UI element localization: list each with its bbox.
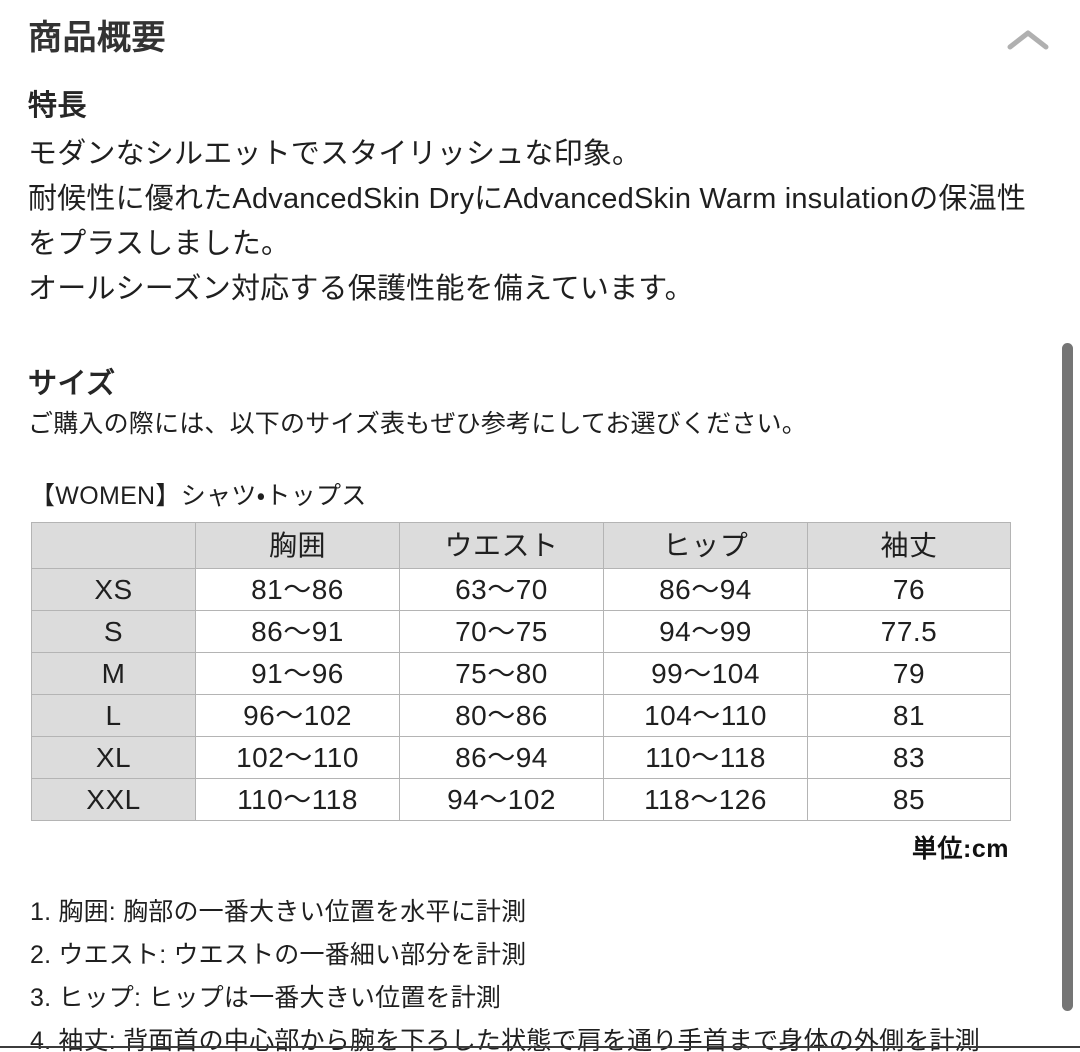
row-size-label: M — [31, 652, 196, 695]
size-table-wrapper: 胸囲 ウエスト ヒップ 袖丈 XS 81〜86 63〜70 86〜94 76 — [0, 512, 1080, 821]
vertical-scrollbar-track[interactable] — [1058, 333, 1076, 1023]
row-size-label: XL — [31, 736, 196, 779]
col-header-size — [31, 522, 196, 569]
cell-bust: 102〜110 — [195, 736, 400, 779]
bottom-divider — [0, 1046, 1080, 1048]
cell-hip: 99〜104 — [603, 652, 808, 695]
cell-waist: 75〜80 — [399, 652, 604, 695]
col-header-hip: ヒップ — [603, 522, 808, 569]
size-table-body: XS 81〜86 63〜70 86〜94 76 S 86〜91 70〜75 94… — [31, 568, 1011, 821]
table-row: XS 81〜86 63〜70 86〜94 76 — [31, 568, 1011, 611]
cell-bust: 86〜91 — [195, 610, 400, 653]
size-table-head: 胸囲 ウエスト ヒップ 袖丈 — [31, 522, 1011, 569]
panel-header: 商品概要 — [0, 0, 1080, 86]
cell-sleeve: 77.5 — [807, 610, 1011, 653]
cell-waist: 94〜102 — [399, 778, 604, 821]
cell-bust: 81〜86 — [195, 568, 400, 611]
col-header-sleeve: 袖丈 — [807, 522, 1011, 569]
list-item: 2. ウエスト: ウエストの一番細い部分を計測 — [30, 941, 527, 969]
cell-hip: 118〜126 — [603, 778, 808, 821]
cell-sleeve: 76 — [807, 568, 1011, 611]
size-table-caption: 【WOMEN】シャツ・トップス — [30, 482, 367, 510]
cell-hip: 110〜118 — [603, 736, 808, 779]
table-row: S 86〜91 70〜75 94〜99 77.5 — [31, 610, 1011, 653]
cell-bust: 91〜96 — [195, 652, 400, 695]
feature-line: モダンなシルエットでスタイリッシュな印象。 — [28, 138, 642, 170]
cell-bust: 110〜118 — [195, 778, 400, 821]
row-size-label: XXL — [31, 778, 196, 821]
size-heading: サイズ — [28, 368, 116, 400]
row-size-label: L — [31, 694, 196, 737]
row-size-label: S — [31, 610, 196, 653]
cell-waist: 63〜70 — [399, 568, 604, 611]
cell-sleeve: 79 — [807, 652, 1011, 695]
col-header-waist: ウエスト — [399, 522, 604, 569]
table-row: M 91〜96 75〜80 99〜104 79 — [31, 652, 1011, 695]
cell-bust: 96〜102 — [195, 694, 400, 737]
cell-hip: 104〜110 — [603, 694, 808, 737]
panel-content: 特長 モダンなシルエットでスタイリッシュな印象。 耐候性に優れたAdvanced… — [0, 86, 1080, 1052]
unit-label: 単位:cm — [912, 835, 1009, 863]
features-heading: 特長 — [28, 90, 88, 122]
cell-sleeve: 83 — [807, 736, 1011, 779]
cell-waist: 80〜86 — [399, 694, 604, 737]
col-header-bust: 胸囲 — [195, 522, 400, 569]
feature-line: 耐候性に優れたAdvancedSkin DryにAdvancedSkin War… — [28, 183, 1027, 260]
cell-hip: 94〜99 — [603, 610, 808, 653]
features-body: モダンなシルエットでスタイリッシュな印象。 耐候性に優れたAdvancedSki… — [0, 132, 1080, 312]
size-note: ご購入の際には、以下のサイズ表もぜひ参考にしてお選びください。 — [28, 410, 807, 438]
cell-hip: 86〜94 — [603, 568, 808, 611]
cell-waist: 70〜75 — [399, 610, 604, 653]
size-section: サイズ ご購入の際には、以下のサイズ表もぜひ参考にしてお選びください。 【WOM… — [0, 364, 1080, 1052]
table-row: XXL 110〜118 94〜102 118〜126 85 — [31, 778, 1011, 821]
list-item: 1. 胸囲: 胸部の一番大きい位置を水平に計測 — [30, 898, 527, 926]
list-item: 3. ヒップ: ヒップは一番大きい位置を計測 — [30, 984, 502, 1012]
measurement-notes-list: 1. 胸囲: 胸部の一番大きい位置を水平に計測 2. ウエスト: ウエストの一番… — [0, 891, 1080, 1052]
table-row: XL 102〜110 86〜94 110〜118 83 — [31, 736, 1011, 779]
cell-waist: 86〜94 — [399, 736, 604, 779]
feature-line: オールシーズン対応する保護性能を備えています。 — [28, 273, 694, 305]
page-title: 商品概要 — [28, 19, 166, 57]
chevron-up-icon — [1007, 30, 1049, 50]
table-header-row: 胸囲 ウエスト ヒップ 袖丈 — [31, 522, 1011, 569]
table-row: L 96〜102 80〜86 104〜110 81 — [31, 694, 1011, 737]
vertical-scrollbar-thumb[interactable] — [1062, 343, 1073, 1011]
size-chart-table: 胸囲 ウエスト ヒップ 袖丈 XS 81〜86 63〜70 86〜94 76 — [31, 522, 1011, 821]
cell-sleeve: 81 — [807, 694, 1011, 737]
row-size-label: XS — [31, 568, 196, 611]
collapse-section-button[interactable] — [998, 18, 1058, 62]
cell-sleeve: 85 — [807, 778, 1011, 821]
